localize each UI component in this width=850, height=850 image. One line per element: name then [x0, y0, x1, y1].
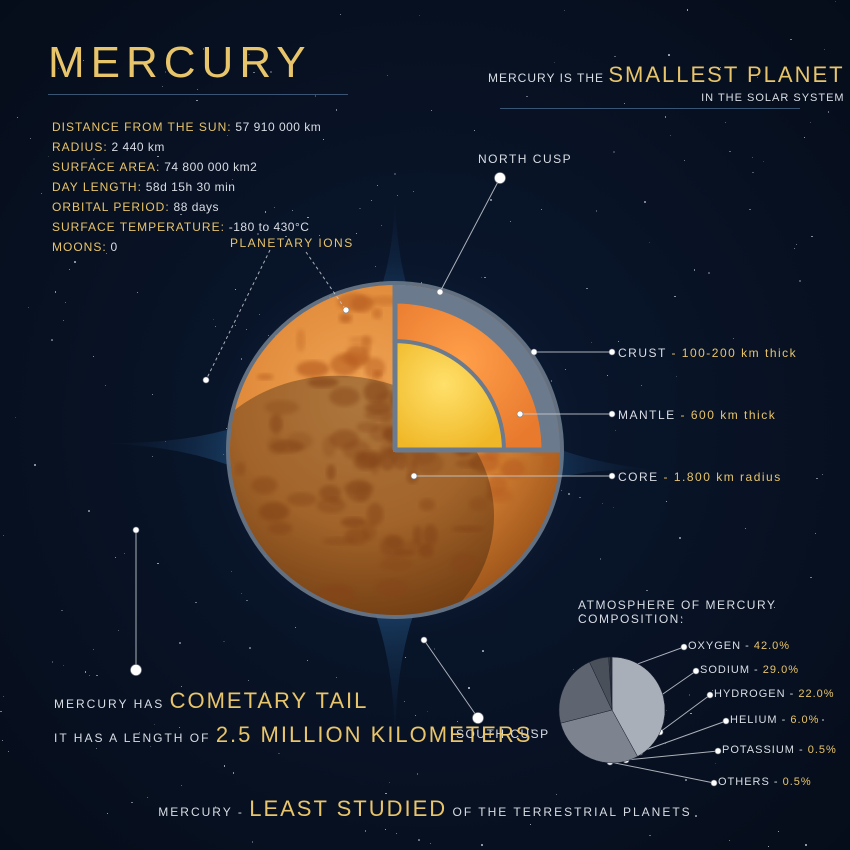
page-title: MERCURY	[48, 38, 312, 88]
tagline-prefix: MERCURY IS THE	[488, 71, 608, 85]
tail-l1-em: COMETARY TAIL	[170, 688, 369, 713]
cometary-tail-block: MERCURY HAS COMETARY TAIL IT HAS A LENGT…	[54, 688, 532, 748]
tagline-suffix: IN THE SOLAR SYSTEM	[701, 92, 845, 104]
planetary-ions-label: PLANETARY IONS	[230, 236, 354, 250]
atmo-title-2: COMPOSITION:	[578, 612, 776, 626]
tail-l1-prefix: MERCURY HAS	[54, 697, 170, 711]
atmo-title-1: ATMOSPHERE OF MERCURY	[578, 598, 776, 612]
north-cusp-label: NORTH CUSP	[478, 152, 572, 166]
studied-prefix: MERCURY -	[158, 805, 249, 819]
atmosphere-title: ATMOSPHERE OF MERCURY COMPOSITION:	[578, 598, 776, 626]
tail-l2-em: 2.5 MILLION KILOMETERS	[216, 722, 533, 747]
studied-suffix: OF THE TERRESTRIAL PLANETS	[447, 805, 692, 819]
tail-l2-prefix: IT HAS A LENGTH OF	[54, 731, 216, 745]
least-studied-line: MERCURY - LEAST STUDIED OF THE TERRESTRI…	[0, 796, 850, 822]
studied-em: LEAST STUDIED	[249, 796, 447, 821]
tagline: MERCURY IS THE SMALLEST PLANET IN THE SO…	[488, 62, 845, 106]
tagline-em: SMALLEST PLANET	[608, 62, 844, 87]
tagline-underline	[500, 108, 800, 109]
title-underline	[48, 94, 348, 95]
